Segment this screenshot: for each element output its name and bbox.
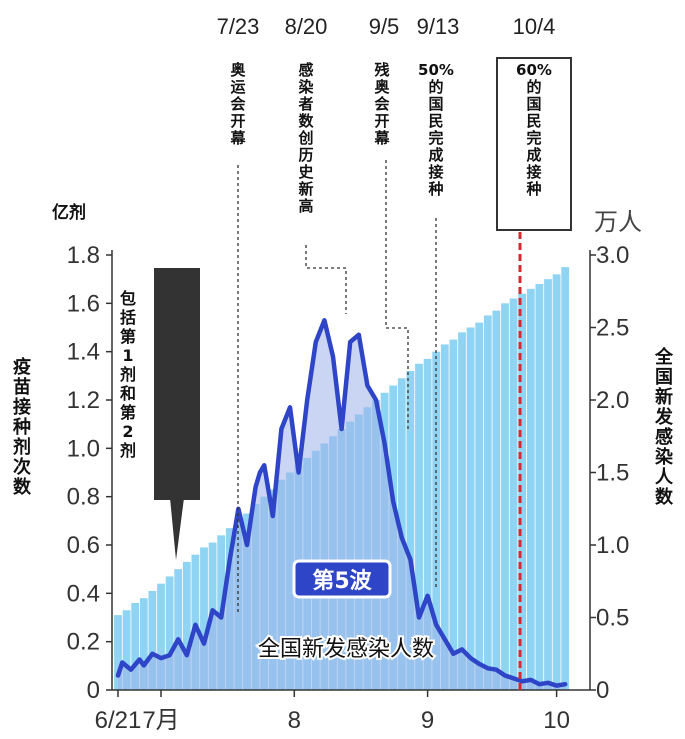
left-tick-label: 1.2 xyxy=(67,387,100,414)
vertical-labels: 奥运会开幕 感染者数创历史新高 残奥会开幕 50%的国民完成接种 60%的国民完成接种疫… xyxy=(12,61,674,508)
event-leader-line xyxy=(385,160,409,432)
left-tick-label: 0.2 xyxy=(67,629,100,656)
right-tick-label: 0.5 xyxy=(596,605,629,632)
vaccine-bar xyxy=(440,344,449,690)
left-tick-label: 0.8 xyxy=(67,484,100,511)
left-tick-label: 1.6 xyxy=(67,290,100,317)
event-date: 9/5 xyxy=(369,14,400,39)
left-axis-label: 疫苗接种剂次数 xyxy=(12,356,32,498)
event-text: 残奥会开幕 xyxy=(373,61,390,147)
vaccine-bar xyxy=(449,339,458,690)
right-tick-label: 0 xyxy=(596,677,609,704)
vaccine-bar xyxy=(509,298,518,690)
vaccine-bar xyxy=(518,293,527,690)
right-axis-ticks: 0 0.5 1.0 1.5 2.0 2.5 3.0 xyxy=(590,242,629,704)
vaccine-bar xyxy=(475,322,484,690)
vaccine-bar xyxy=(561,267,570,690)
right-tick-label: 2.0 xyxy=(596,387,629,414)
vaccine-bar xyxy=(501,303,509,690)
x-tick-label: 8 xyxy=(288,707,301,734)
vaccine-bar xyxy=(131,603,140,690)
left-tick-label: 0.6 xyxy=(67,532,100,559)
event-date: 7/23 xyxy=(217,14,260,39)
x-tick-label: 7月 xyxy=(142,707,179,734)
infection-line-label: 全国新发感染人数 xyxy=(258,637,434,662)
x-tick-label: 6/21 xyxy=(95,707,142,734)
right-tick-label: 3.0 xyxy=(596,242,629,269)
x-axis-ticks: 6/21 7月 8 9 10 xyxy=(95,690,570,734)
wave-label: 第5波 xyxy=(312,568,372,594)
infection-line xyxy=(115,318,568,688)
dose-callout-pointer xyxy=(170,498,184,560)
right-tick-label: 1.0 xyxy=(596,532,629,559)
vaccine-bar xyxy=(492,310,501,690)
vaccine-bar xyxy=(165,576,174,690)
event-text: 50%的国民完成接种 xyxy=(418,61,454,198)
left-tick-label: 1.0 xyxy=(67,435,100,462)
event-text: 60%的国民完成接种 xyxy=(516,61,552,198)
event-box xyxy=(496,57,572,231)
vaccine-bar xyxy=(458,332,466,690)
vaccine-bar xyxy=(157,583,165,690)
event-date: 8/20 xyxy=(285,14,328,39)
left-tick-label: 1.4 xyxy=(67,339,100,366)
event-text: 奥运会开幕 xyxy=(229,61,246,147)
left-axis-unit: 亿剂 xyxy=(52,202,86,223)
event-date: 10/4 xyxy=(513,14,556,39)
vaccine-bar xyxy=(139,598,148,690)
right-tick-label: 2.5 xyxy=(596,315,629,342)
event-annotations: 7/23 8/20 9/5 9/13 10/4 xyxy=(217,14,572,690)
dose-callout-box xyxy=(154,268,200,500)
wave-label-box xyxy=(292,559,392,599)
event-leader-line xyxy=(305,245,347,314)
x-tick-label: 10 xyxy=(543,707,570,734)
vaccine-bar xyxy=(415,363,423,690)
right-tick-label: 1.5 xyxy=(596,460,629,487)
vaccine-bar xyxy=(552,274,561,690)
infection-area xyxy=(118,320,566,690)
vaccine-bar xyxy=(483,315,492,690)
vaccine-bar xyxy=(191,554,200,690)
vaccine-bar xyxy=(182,561,191,690)
vaccine-bar xyxy=(148,590,157,690)
left-tick-label: 0.4 xyxy=(67,580,100,607)
left-tick-label: 1.8 xyxy=(67,242,100,269)
vaccine-bar xyxy=(535,284,544,690)
event-date: 9/13 xyxy=(417,14,460,39)
vaccine-bar xyxy=(423,358,432,690)
event-text: 感染者数创历史新高 xyxy=(297,61,314,215)
right-axis-unit: 万人 xyxy=(594,208,642,236)
vaccine-bar xyxy=(406,371,415,690)
left-axis-ticks: 0 0.2 0.4 0.6 0.8 1.0 1.2 1.4 1.6 1.8 xyxy=(67,242,112,704)
dose-note: 包括第 1 剂和第 2 剂 xyxy=(120,289,136,460)
vaccine-bar xyxy=(200,547,208,690)
left-tick-label: 0 xyxy=(87,677,100,704)
vaccine-bar xyxy=(114,615,122,690)
vaccine-bar xyxy=(544,279,552,690)
vaccine-bar xyxy=(466,327,475,690)
vaccine-bar xyxy=(122,610,131,690)
right-axis-label: 全国新发感染人数 xyxy=(654,346,674,508)
x-tick-label: 9 xyxy=(421,707,434,734)
vaccine-bar xyxy=(526,288,535,690)
vaccine-bar xyxy=(174,569,183,690)
